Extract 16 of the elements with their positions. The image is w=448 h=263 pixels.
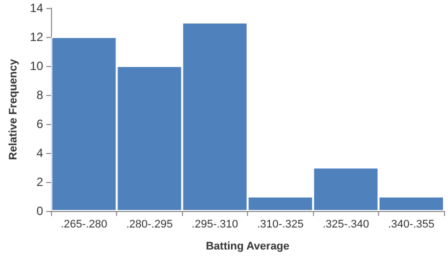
y-tick-label: 0 [36,204,44,218]
y-tick-label: 14 [30,1,44,15]
x-tick-label: .265-.280 [60,218,108,230]
x-tick-label: .325-.340 [322,218,370,230]
y-tick-label: 12 [30,30,44,44]
y-tick-label: 4 [36,146,44,160]
x-axis-title: Batting Average [206,240,290,252]
x-tick-label: .340-.355 [388,218,435,230]
y-tick-label: 6 [36,117,44,131]
x-tick-label: .310-.325 [257,218,304,230]
y-tick-label: 8 [36,88,44,102]
y-tick-label: 2 [36,175,44,189]
y-tick-label: 10 [30,59,44,73]
y-axis-title: Relative Frequency [8,58,20,160]
x-tick-label: .295-.310 [192,218,238,230]
x-tick-label: .280-.295 [126,218,173,230]
